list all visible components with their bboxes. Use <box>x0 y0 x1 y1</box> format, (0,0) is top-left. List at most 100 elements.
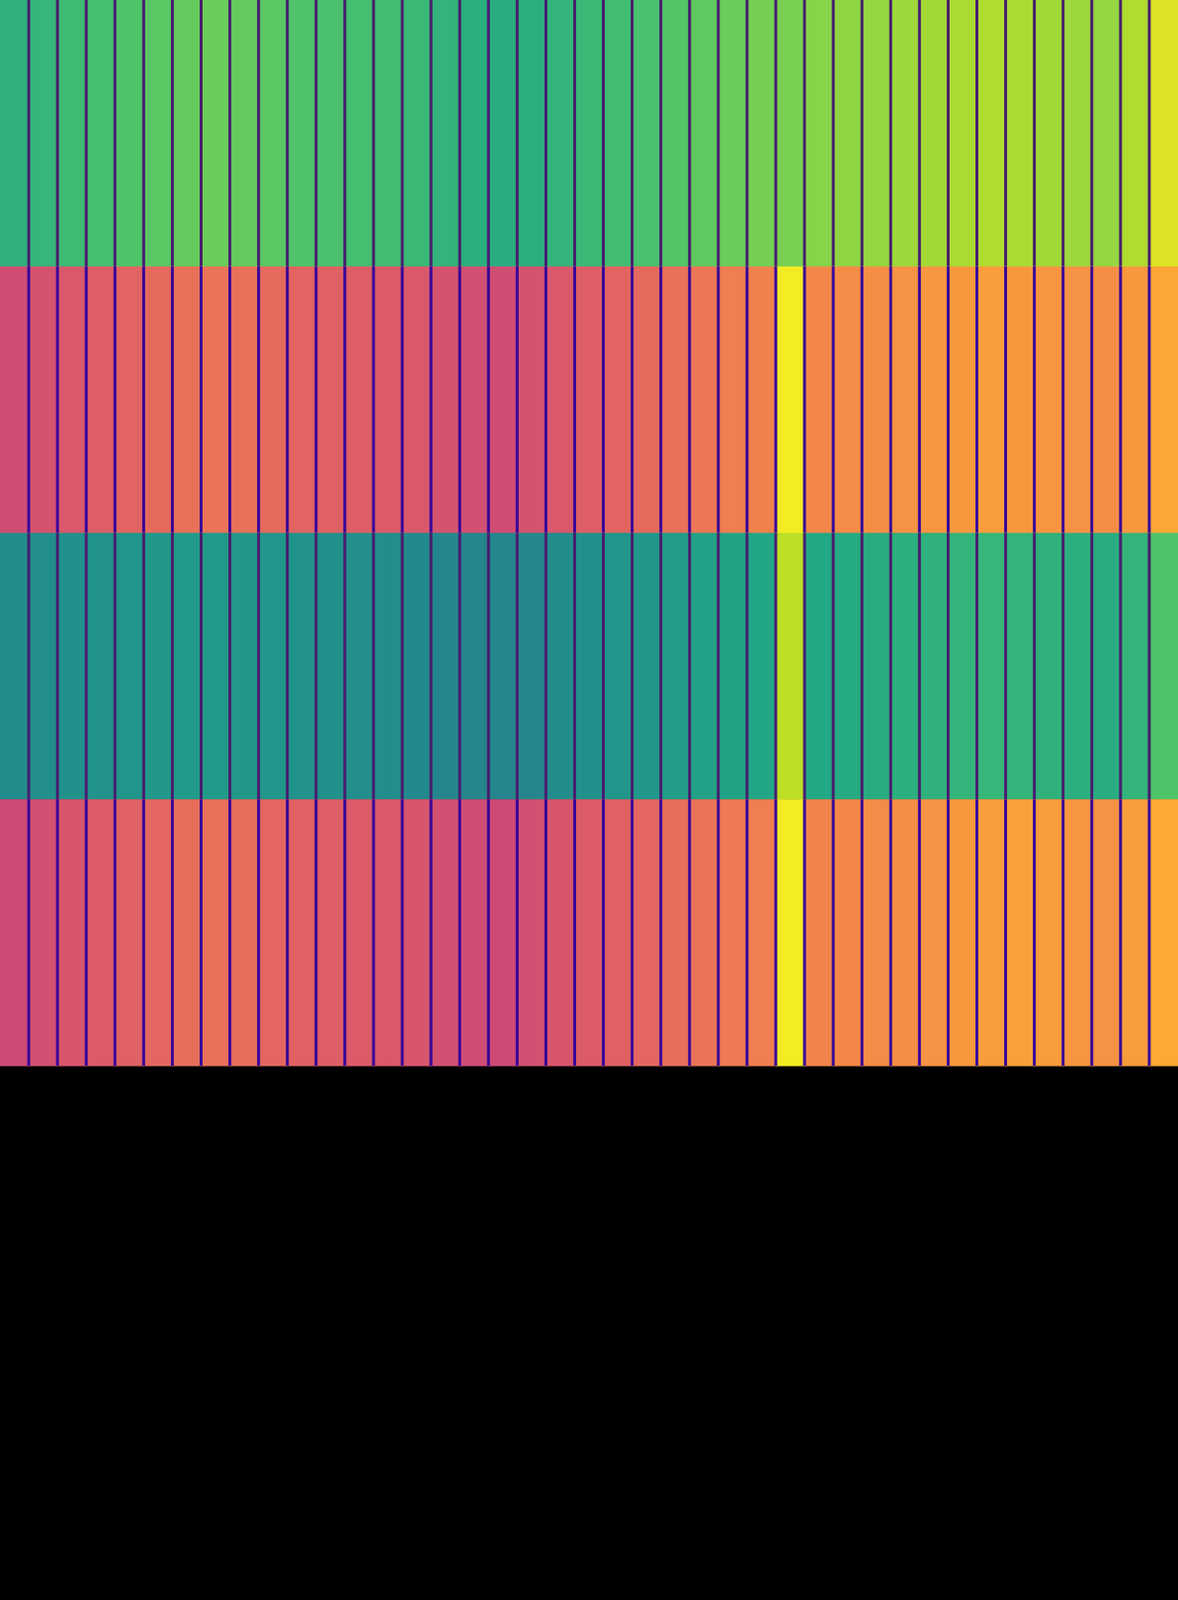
cell-separator <box>257 0 260 267</box>
cell-separator <box>228 266 232 534</box>
cell-separator <box>716 533 720 800</box>
heatmap-cell <box>171 533 202 800</box>
heatmap-cell <box>516 798 547 1066</box>
heatmap-cell <box>1120 266 1151 534</box>
cell-separator <box>773 266 777 534</box>
heatmap-cell <box>430 266 461 534</box>
cell-separator <box>113 266 117 534</box>
cell-separator <box>228 533 232 800</box>
heatmap-cell <box>258 266 289 534</box>
heatmap-cell <box>545 266 576 534</box>
cell-separator <box>1090 0 1093 267</box>
cell-separator <box>429 0 433 267</box>
cell-separator <box>1061 798 1065 1066</box>
heatmap-cell <box>689 533 720 800</box>
cell-separator <box>544 266 548 534</box>
heatmap-cell <box>919 533 949 800</box>
heatmap-cell <box>1063 533 1093 800</box>
heatmap-cell <box>804 798 835 1066</box>
heatmap-cell <box>230 533 260 800</box>
cell-separator <box>544 533 548 800</box>
heatmap-cell <box>1092 798 1122 1066</box>
cell-separator <box>745 798 749 1066</box>
heatmap-cell <box>344 798 375 1066</box>
heatmap-cell <box>57 798 87 1066</box>
heatmap-cell <box>689 266 720 534</box>
cell-separator <box>630 798 634 1066</box>
heatmap-cell <box>632 798 663 1066</box>
cell-separator <box>1118 533 1122 800</box>
cell-separator <box>1118 798 1122 1066</box>
heatmap-cell <box>976 0 1007 267</box>
heatmap-cell <box>316 266 346 534</box>
cell-separator <box>745 533 749 800</box>
cell-separator <box>371 533 375 800</box>
cell-separator <box>113 533 117 800</box>
heatmap-cell <box>258 0 289 267</box>
cell-separator <box>429 533 433 800</box>
heatmap-cell <box>114 533 145 800</box>
cell-separator <box>257 266 260 534</box>
cell-separator <box>56 266 60 534</box>
heatmap-cell <box>833 266 863 534</box>
heatmap-cell <box>574 533 604 800</box>
heatmap-cell <box>430 798 461 1066</box>
heatmap-cell <box>316 0 346 267</box>
cell-separator <box>27 0 31 267</box>
heatmap-cell <box>488 533 518 800</box>
heatmap-cell <box>28 798 59 1066</box>
cell-separator <box>199 266 203 534</box>
heatmap-chart <box>0 0 1178 1600</box>
heatmap-cell <box>947 266 978 534</box>
heatmap-cell <box>402 266 432 534</box>
heatmap-cell <box>57 533 87 800</box>
heatmap-cell <box>919 0 949 267</box>
cell-separator <box>285 0 289 267</box>
heatmap-cell <box>0 798 30 1066</box>
cell-separator <box>975 266 979 534</box>
heatmap-cell <box>661 0 691 267</box>
cell-separator <box>687 533 691 800</box>
cell-separator <box>1032 533 1036 800</box>
heatmap-cell <box>402 798 432 1066</box>
heatmap-cell <box>890 266 921 534</box>
cell-separator <box>946 798 950 1066</box>
cell-separator <box>199 0 203 267</box>
heatmap-cell <box>775 266 806 534</box>
cell-separator <box>975 0 979 267</box>
cell-separator <box>832 0 836 267</box>
heatmap-cell <box>171 798 202 1066</box>
cell-separator <box>113 798 117 1066</box>
heatmap-cell <box>861 798 892 1066</box>
cell-separator <box>687 798 691 1066</box>
cell-separator <box>803 798 807 1066</box>
heatmap-cell <box>661 533 691 800</box>
heatmap-cell <box>545 798 576 1066</box>
cell-separator <box>171 798 174 1066</box>
cell-separator <box>1004 0 1007 267</box>
heatmap-cell <box>1063 0 1093 267</box>
cell-separator <box>918 533 921 800</box>
heatmap-cell <box>947 798 978 1066</box>
cell-separator <box>975 798 979 1066</box>
cell-separator <box>659 266 663 534</box>
heatmap-cell <box>344 533 375 800</box>
cell-separator <box>1118 0 1122 267</box>
cell-separator <box>429 798 433 1066</box>
cell-separator <box>1147 0 1151 267</box>
heatmap-cell <box>890 0 921 267</box>
heatmap-cell <box>947 533 978 800</box>
cell-separator <box>171 266 174 534</box>
cell-separator <box>630 533 634 800</box>
cell-separator <box>1090 266 1093 534</box>
cell-separator <box>544 0 548 267</box>
cell-separator <box>1004 798 1007 1066</box>
heatmap-cell <box>603 798 634 1066</box>
cell-separator <box>659 0 663 267</box>
cell-separator <box>773 0 777 267</box>
cell-separator <box>85 798 88 1066</box>
heatmap-cell <box>171 0 202 267</box>
heatmap-cell <box>804 266 835 534</box>
cell-separator <box>1147 266 1151 534</box>
cell-separator <box>1147 533 1151 800</box>
